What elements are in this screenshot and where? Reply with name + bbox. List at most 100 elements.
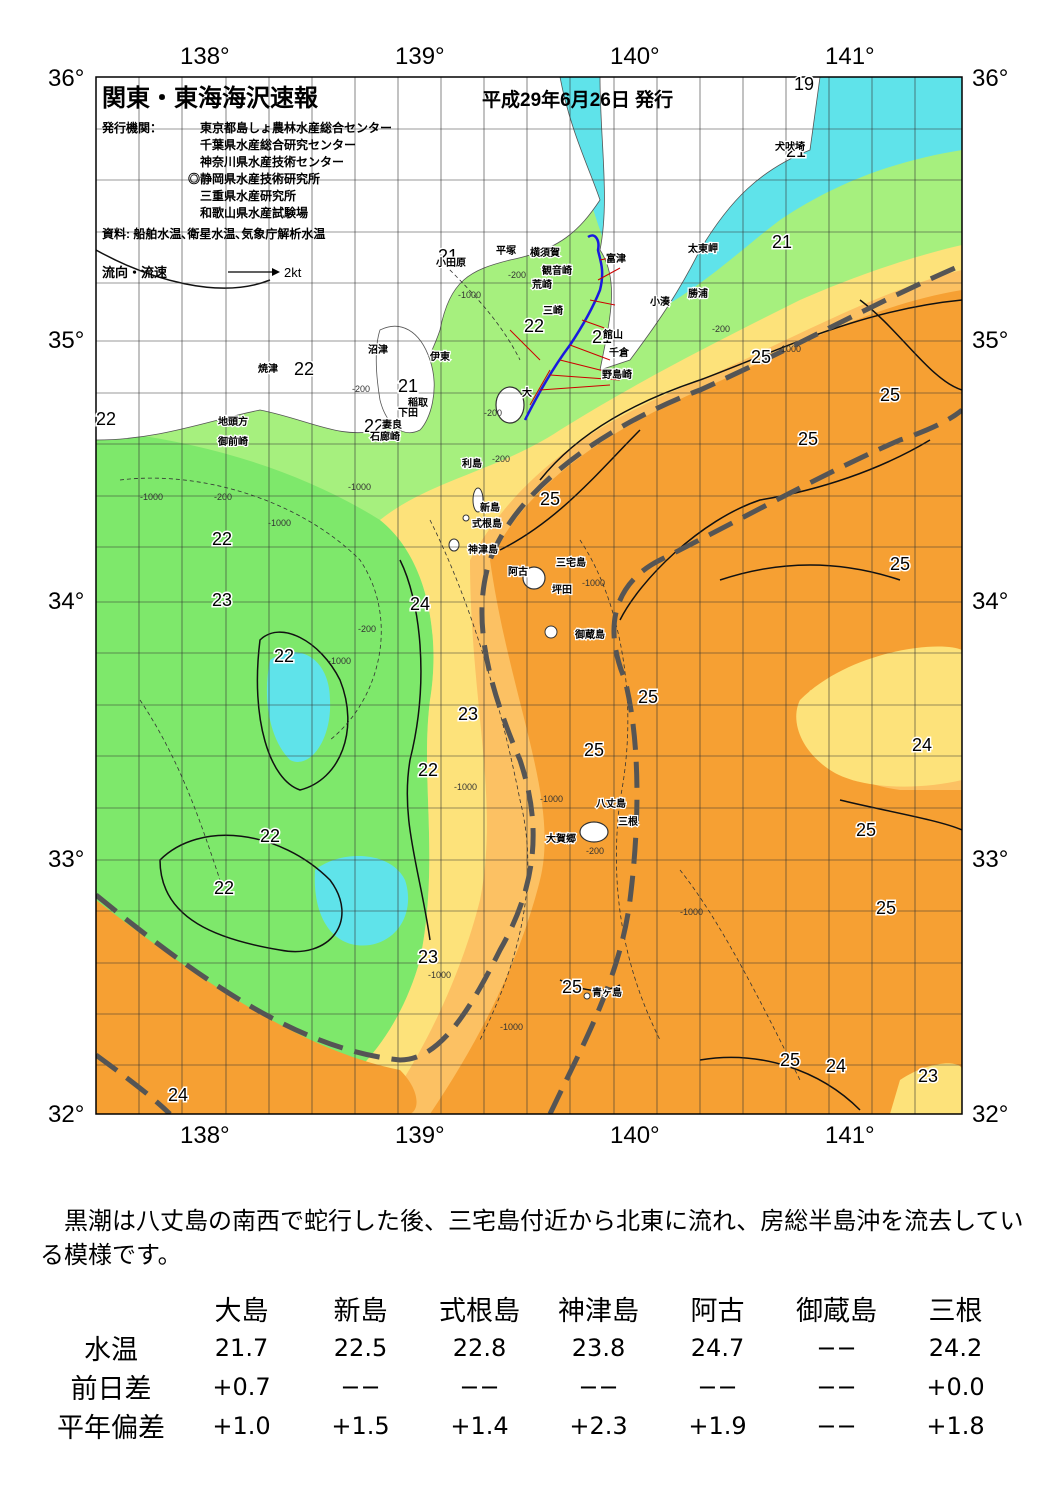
table-header-row: 大島 新島 式根島 神津島 阿古 御蔵島 三根 xyxy=(40,1288,1015,1328)
issuer-2: 千葉県水産総合研究センター xyxy=(200,137,356,152)
place-label: 御蔵島 xyxy=(574,628,605,641)
map-frame xyxy=(95,76,963,1115)
lon-tick-139-bottom: 139° xyxy=(395,1122,445,1149)
table-row: 水温 21.7 22.5 22.8 23.8 24.7 −− 24.2 xyxy=(40,1328,1015,1367)
temp-label: 21 xyxy=(772,232,792,252)
lon-tick-141-top: 141° xyxy=(825,43,875,70)
temp-label: 22 xyxy=(96,409,116,429)
temp-label: 22 xyxy=(214,878,234,898)
lat-tick-36-left: 36° xyxy=(48,65,84,92)
temp-label: 19 xyxy=(794,74,814,94)
temp-label: 25 xyxy=(638,687,658,707)
depth-label: -200 xyxy=(508,270,526,280)
place-label: 大賀郷 xyxy=(546,832,576,845)
table-row: 前日差 +0.7 −− −− −− −− −− +0.0 xyxy=(40,1367,1015,1406)
lon-tick-138-top: 138° xyxy=(180,43,230,70)
depth-label: -1000 xyxy=(140,492,163,502)
place-label: 青ヶ島 xyxy=(592,986,622,999)
place-label: 小湊 xyxy=(649,295,671,308)
temp-label: 24 xyxy=(168,1085,188,1105)
current-vectors xyxy=(509,234,626,421)
table-cell: −− xyxy=(578,1372,619,1401)
temp-label: 25 xyxy=(751,347,771,367)
temp-label: 25 xyxy=(880,385,900,405)
table-cell: +1.5 xyxy=(331,1411,390,1440)
yellow-patch-east xyxy=(796,646,962,787)
depth-label: -1000 xyxy=(582,578,605,588)
place-label: 三宅島 xyxy=(556,556,586,569)
depth-label: -200 xyxy=(214,492,232,502)
lat-tick-34-right: 34° xyxy=(972,588,1008,615)
place-label: 伊東 xyxy=(429,350,450,363)
kuroshio-axis xyxy=(96,262,962,1114)
place-label: 坪田 xyxy=(552,583,572,596)
lat-tick-33-right: 33° xyxy=(972,846,1008,873)
temp-label: 25 xyxy=(540,489,560,509)
lat-tick-36-right: 36° xyxy=(972,65,1008,92)
depth-label: -200 xyxy=(358,624,376,634)
place-label: 焼津 xyxy=(258,362,278,375)
place-label: 野島崎 xyxy=(602,368,632,381)
place-label: 地頭方 xyxy=(218,415,248,428)
land-boso xyxy=(599,77,821,371)
table-col-header: 新島 xyxy=(333,1295,388,1327)
temp-label: 21 xyxy=(786,141,806,161)
temp-label: 21 xyxy=(438,246,458,266)
issuer-6: 和歌山県水産試験場 xyxy=(199,205,308,220)
table-cell: +2.3 xyxy=(569,1411,628,1440)
table-cell: −− xyxy=(340,1372,381,1401)
temp-label: 22 xyxy=(294,359,314,379)
land-honshu xyxy=(96,77,601,441)
place-label: 小田原 xyxy=(435,256,466,269)
place-label: 式根島 xyxy=(472,517,502,530)
table-cell: 24.2 xyxy=(928,1333,983,1362)
ship-track xyxy=(523,234,604,421)
land-izu xyxy=(375,325,435,433)
place-label: 三根 xyxy=(618,815,638,828)
lat-tick-35-left: 35° xyxy=(48,327,84,354)
table-col-header: 三根 xyxy=(928,1295,983,1327)
temp-label: 25 xyxy=(562,977,582,997)
data-sources: 資料: 船舶水温､衛星水温､気象庁解析水温 xyxy=(102,226,325,241)
place-label: 観音崎 xyxy=(542,264,572,277)
legend-arrowhead xyxy=(272,268,280,276)
depth-label: -1000 xyxy=(458,290,481,300)
temp-label: 25 xyxy=(584,740,604,760)
place-label: 稲取 xyxy=(408,396,429,409)
lat-tick-35-right: 35° xyxy=(972,327,1008,354)
row-label: 前日差 xyxy=(70,1374,152,1405)
temp-label: 25 xyxy=(876,898,896,918)
depth-label: -1000 xyxy=(268,518,291,528)
island-aogashima xyxy=(583,992,591,1000)
table-col-header: 阿古 xyxy=(690,1295,745,1327)
depth-label: -1000 xyxy=(778,344,801,354)
temp-label: 21 xyxy=(398,376,418,396)
table-col-header: 大島 xyxy=(214,1295,269,1327)
axis-labels: 138° 139° 140° 141° 138° 139° 140° 141° … xyxy=(48,43,1008,1149)
table-cell: −− xyxy=(816,1333,857,1362)
temp-label: 22 xyxy=(260,826,280,846)
table-cell: +1.8 xyxy=(926,1411,985,1440)
legend-scale: 2kt xyxy=(284,265,302,280)
place-label: 荒崎 xyxy=(531,278,552,291)
temp-label: 23 xyxy=(212,590,232,610)
issuer-3: 神奈川県水産技術センター xyxy=(200,154,344,169)
lat-tick-33-left: 33° xyxy=(48,846,84,873)
table-corner xyxy=(40,1288,182,1328)
temp-label: 24 xyxy=(912,735,932,755)
table-row: 平年偏差 +1.0 +1.5 +1.4 +2.3 +1.9 −− +1.8 xyxy=(40,1406,1015,1445)
lon-tick-139-top: 139° xyxy=(395,43,445,70)
place-label: 太東岬 xyxy=(687,242,718,255)
temp-label: 23 xyxy=(418,947,438,967)
issuer-4: ◎静岡県水産技術研究所 xyxy=(188,171,320,186)
table-cell: +0.0 xyxy=(926,1372,985,1401)
depth-label: -1000 xyxy=(680,907,703,917)
place-label: 犬吠埼 xyxy=(775,140,805,153)
temp-label: 22 xyxy=(364,416,384,436)
place-label: 新島 xyxy=(480,501,500,514)
yellow-patch-se xyxy=(890,1063,962,1114)
temp-label: 23 xyxy=(458,704,478,724)
table-cell: 22.5 xyxy=(333,1333,388,1362)
depth-label: -200 xyxy=(712,324,730,334)
issuer-5: 三重県水産研究所 xyxy=(200,188,296,203)
